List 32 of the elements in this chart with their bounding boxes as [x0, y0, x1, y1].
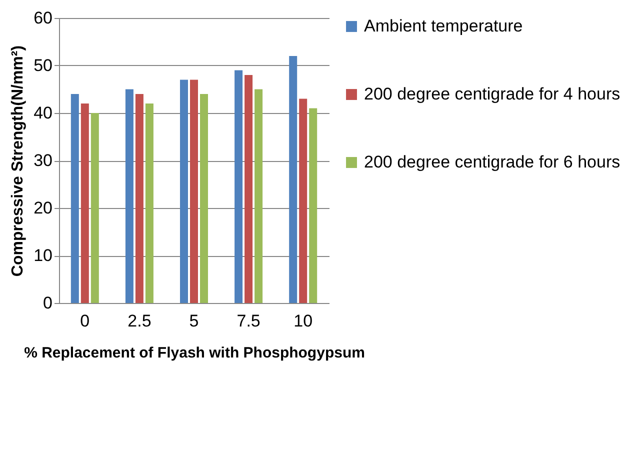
legend-label: 200 degree centigrade for 4 hours — [364, 84, 620, 104]
legend-label: Ambient temperature — [364, 16, 523, 36]
bar — [145, 104, 154, 303]
bar — [80, 104, 89, 303]
y-tick-label: 10 — [34, 246, 52, 265]
x-tick-label: 7.5 — [236, 312, 260, 330]
bar — [190, 80, 198, 303]
bar — [299, 98, 308, 303]
bar — [70, 94, 79, 303]
bar — [90, 113, 99, 303]
x-axis-title: % Replacement of Flyash with Phosphogypsum — [24, 344, 365, 362]
bar — [180, 80, 188, 303]
bar — [289, 56, 298, 303]
y-tick-label: 60 — [34, 8, 52, 28]
y-tick-label: 40 — [34, 104, 52, 122]
bar — [254, 89, 263, 303]
bar — [244, 75, 253, 303]
y-tick-label: 0 — [43, 294, 52, 312]
bar — [309, 108, 318, 303]
y-tick-label: 30 — [34, 151, 52, 170]
bar — [234, 70, 243, 303]
bar — [125, 89, 134, 303]
x-tick-label: 10 — [294, 312, 313, 330]
x-tick-label: 2.5 — [128, 312, 152, 330]
x-tick-label: 5 — [189, 312, 199, 330]
legend-label: 200 degree centigrade for 6 hours — [364, 152, 620, 172]
y-axis-title: Compressive Strength(N/mm²) — [10, 45, 27, 277]
y-tick-label: 50 — [34, 56, 52, 75]
bar — [135, 94, 144, 303]
y-tick-label: 20 — [34, 198, 52, 218]
bar — [200, 94, 208, 303]
x-tick-label: 0 — [80, 312, 90, 330]
